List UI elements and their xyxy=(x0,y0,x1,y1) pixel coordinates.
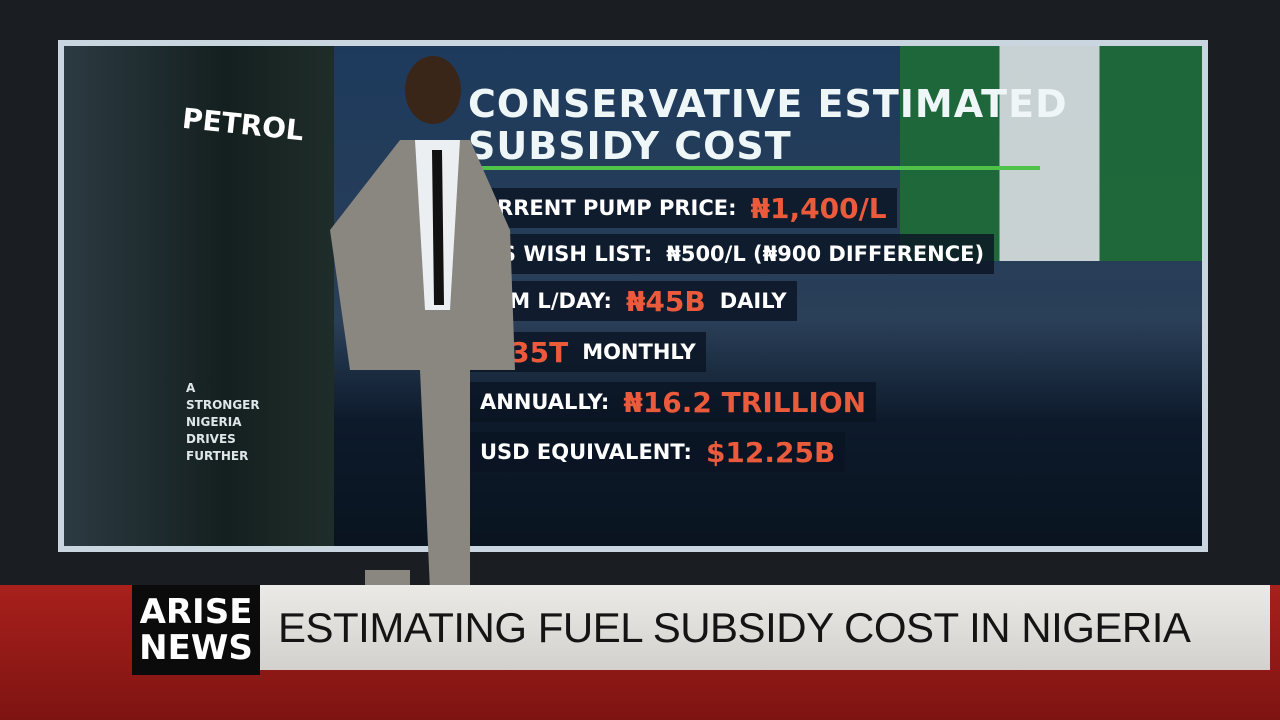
stat-row: 50M L/DAY: ₦45B DAILY xyxy=(470,281,797,321)
slogan-line: STRONGER xyxy=(186,398,260,412)
stat-suffix: MONTHLY xyxy=(582,340,696,364)
stat-value: ₦1,400/L xyxy=(750,191,887,225)
stat-label: ANNUALLY: xyxy=(480,390,610,414)
headline: ESTIMATING FUEL SUBSIDY COST IN NIGERIA xyxy=(278,603,1191,651)
stat-row: ANNUALLY: ₦16.2 TRILLION xyxy=(470,382,877,422)
headline-bar: ESTIMATING FUEL SUBSIDY COST IN NIGERIA xyxy=(260,585,1270,670)
stat-row: URRENT PUMP PRICE: ₦1,400/L xyxy=(470,188,897,228)
stat-value: ₦16.2 TRILLION xyxy=(623,385,867,419)
stat-row: MS WISH LIST: ₦500/L (₦900 DIFFERENCE) xyxy=(470,234,995,274)
fuel-pump-image xyxy=(64,46,334,546)
stat-value: ₦45B xyxy=(625,284,706,318)
stat-label: URRENT PUMP PRICE: xyxy=(480,196,737,220)
title-underline xyxy=(468,166,1040,170)
stat-suffix: DAILY xyxy=(719,289,787,313)
graphic-title: CONSERVATIVE ESTIMATED xyxy=(468,82,1068,126)
stat-row: USD EQUIVALENT: $12.25B xyxy=(470,432,846,472)
slogan-line: NIGERIA xyxy=(186,415,242,429)
logo-line: ARISE xyxy=(139,592,253,632)
slogan-line: A xyxy=(186,381,196,395)
stat-label: USD EQUIVALENT: xyxy=(480,440,692,464)
slogan-line: DRIVES xyxy=(186,432,236,446)
stat-value: $12.25B xyxy=(705,435,836,469)
graphic-title: SUBSIDY COST xyxy=(468,124,792,168)
pump-slogan: A STRONGER NIGERIA DRIVES FURTHER xyxy=(186,380,260,465)
logo-line: NEWS xyxy=(139,628,253,668)
channel-logo: ARISE NEWS xyxy=(132,585,260,675)
stat-value: ₦500/L (₦900 DIFFERENCE) xyxy=(666,242,985,266)
slogan-line: FURTHER xyxy=(186,449,249,463)
nigeria-flag xyxy=(900,46,1202,261)
